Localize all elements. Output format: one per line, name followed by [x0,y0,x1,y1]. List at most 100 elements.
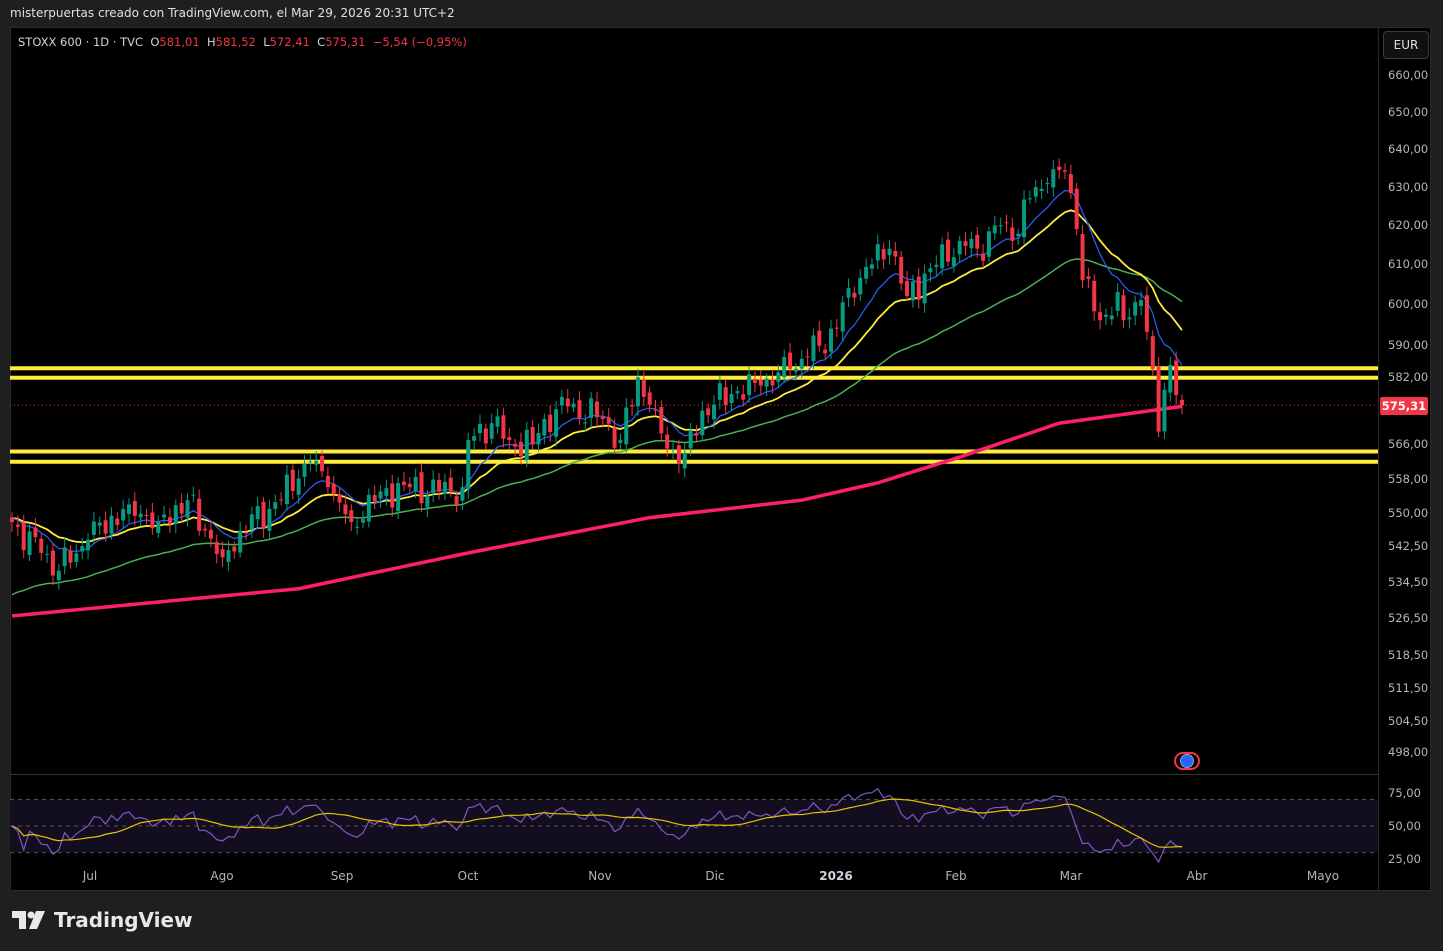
high-value: 581,52 [215,35,256,49]
candle-body [817,330,822,346]
candle-body [618,440,623,444]
time-label: Dic [705,869,725,883]
candle-body [478,423,482,434]
chart-panel[interactable] [10,27,1431,891]
candle-body [138,513,143,518]
candle-body [372,495,377,502]
candle-body [1109,315,1114,320]
candle-body [419,472,424,504]
candle-body [647,392,652,405]
candle-body [296,478,301,495]
candle-body [747,374,752,396]
price-tick-label: 504,50 [1388,713,1429,728]
time-label: Mar [1059,869,1083,883]
candle-body [1074,188,1079,230]
candle-body [121,509,126,521]
change-value: −5,54 (−0,95%) [372,35,467,49]
currency-button[interactable]: EUR [1383,31,1429,59]
candle-body [401,481,406,485]
candle-body [823,349,828,354]
candle-body [197,498,202,531]
candle-body [805,356,810,358]
candle-body [630,405,635,407]
high-label: H [206,35,216,49]
price-tick-label: 582,00 [1388,370,1429,385]
candle-body [10,517,14,523]
candle-body [91,521,96,535]
candle-body [676,445,681,464]
candle-body [150,512,155,529]
candle-body [226,549,231,563]
candle-body [1080,233,1085,281]
candle-body [881,249,886,260]
candle-body [1033,187,1038,197]
candle-body [27,531,32,555]
candle-body [869,264,874,269]
candle-body [361,519,365,523]
candle-body [431,479,436,493]
time-label: Ago [210,869,234,883]
pane-separator[interactable] [10,774,1378,775]
symbol-name[interactable]: STOXX 600 · 1D · TVC [18,35,144,49]
candle-body [413,476,418,491]
candle-body [992,225,997,234]
price-tick-label: 660,00 [1388,68,1429,82]
candle-body [1098,312,1103,321]
time-label: Sep [330,869,354,883]
candle-body [127,504,131,514]
candle-body [653,409,658,411]
candle-body [314,460,319,465]
candle-body [729,393,734,404]
candle-body [1016,233,1021,237]
candle-body [565,398,570,407]
candle-body [694,433,699,436]
candle-body [1092,280,1097,312]
rsi-ma-line [11,798,1183,848]
candle-body [998,225,1003,227]
candle-body [665,434,670,449]
candle-body [671,448,676,450]
symbol-legend: STOXX 600 · 1D · TVC O581,01 H581,52 L57… [18,35,467,49]
price-tick-label: 640,00 [1388,141,1429,156]
candle-body [1039,188,1044,191]
candle-body [144,514,149,517]
price-tick-label: 526,50 [1388,611,1429,626]
candle-body [179,502,184,514]
price-tick-label: 600,00 [1388,297,1429,312]
reset-chart-button[interactable] [1174,752,1200,770]
price-tick-label: 610,00 [1388,257,1429,272]
candle-body [56,570,61,581]
candle-body [1051,169,1056,188]
price-tick-label: 630,00 [1388,179,1429,194]
candle-body [442,481,447,494]
candle-body [337,494,342,503]
candle-body [969,238,974,249]
candle-body [788,352,793,370]
price-tick-label: 620,00 [1388,218,1429,233]
candle-body [50,550,55,576]
candle-body [946,239,950,262]
candle-body [712,404,716,420]
time-label: 2026 [819,869,853,883]
price-tick-label: 558,00 [1388,471,1429,486]
candle-body [21,522,26,551]
candle-body [325,475,330,488]
candle-body [922,273,927,304]
rsi-tick-label: 50,00 [1388,819,1421,833]
candle-body [290,469,295,491]
candle-body [986,231,991,257]
open-value: 581,01 [159,35,200,49]
tradingview-logo[interactable]: TradingView [12,908,193,932]
candle-body [355,526,360,528]
candle-body [559,396,564,406]
candle-body [548,414,553,433]
price-tick-label: 566,00 [1388,437,1429,452]
candle-body [577,400,582,419]
candle-body [255,506,260,520]
candle-body [606,417,611,424]
price-tick-label: 511,50 [1388,680,1429,695]
candle-body [1115,292,1120,311]
candle-body [103,520,108,534]
candle-body [963,241,968,247]
candle-body [700,410,705,436]
